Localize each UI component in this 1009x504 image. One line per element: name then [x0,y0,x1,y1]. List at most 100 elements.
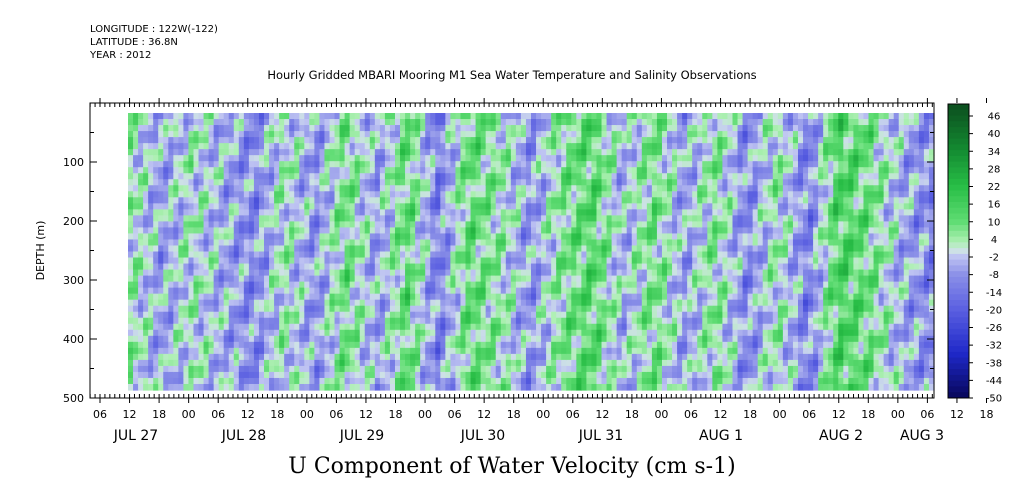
heatmap-cell [405,383,411,391]
heatmap-cell [213,179,220,186]
heatmap-cell [369,113,376,120]
heatmap-cell [168,125,174,132]
heatmap-cell [223,233,230,241]
heatmap-cell [646,317,653,325]
heatmap-cell [284,125,290,132]
heatmap-cell [475,299,482,307]
heatmap-cell [425,371,431,379]
heatmap-cell [294,227,300,235]
heatmap-cell [153,179,159,186]
heatmap-cell [566,293,572,301]
heatmap-cell [515,227,522,235]
heatmap-cell [258,155,265,162]
heatmap-cell [445,161,451,168]
heatmap-cell [163,347,169,355]
heatmap-cell [470,203,477,210]
heatmap-cell [354,305,361,313]
heatmap-cell [631,233,638,241]
heatmap-cell [359,251,366,259]
heatmap-cell [646,371,653,379]
heatmap-cell [218,137,225,144]
heatmap-cell [440,197,446,204]
heatmap-cell [510,263,517,271]
heatmap-cell [304,197,310,204]
heatmap-cell [455,377,462,385]
heatmap-cell [369,131,376,138]
heatmap-cell [616,281,623,289]
heatmap-cell [208,335,215,343]
heatmap-cell [233,119,240,126]
heatmap-cell [178,263,185,271]
heatmap-cell [193,377,200,385]
heatmap-cell [274,173,280,180]
heatmap-cell [394,239,401,247]
heatmap-cell [546,119,552,126]
heatmap-cell [178,269,185,277]
heatmap-cell [143,305,149,313]
heatmap-cell [420,251,426,259]
heatmap-cell [601,251,608,259]
heatmap-cell [294,341,300,349]
heatmap-cell [143,197,149,204]
heatmap-cell [596,257,603,265]
heatmap-cell [133,275,139,283]
heatmap-cell [405,293,411,301]
heatmap-cell [455,161,462,168]
heatmap-cell [289,365,295,373]
heatmap-cell [667,251,673,259]
heatmap-cell [203,197,210,204]
heatmap-cell [591,179,598,186]
heatmap-cell [309,245,315,253]
heatmap-cell [248,251,255,259]
heatmap-cell [440,161,446,168]
heatmap-cell [309,299,315,307]
heatmap-cell [233,209,240,216]
heatmap-cell [601,383,608,391]
heatmap-cell [138,119,144,126]
heatmap-cell [228,203,235,210]
heatmap-cell [425,317,431,325]
heatmap-cell [520,155,527,162]
heatmap-cell [289,281,295,289]
heatmap-cell [294,299,300,307]
heatmap-cell [601,299,608,307]
heatmap-cell [143,209,149,216]
heatmap-cell [536,239,542,247]
heatmap-cell [480,329,487,337]
heatmap-cell [621,329,628,337]
heatmap-cell [253,185,260,192]
heatmap-cell [354,299,361,307]
heatmap-cell [490,281,497,289]
heatmap-cell [379,293,386,301]
heatmap-cell [148,329,154,337]
heatmap-cell [269,119,275,126]
heatmap-cell [324,365,331,373]
heatmap-cell [223,347,230,355]
heatmap-cell [510,293,517,301]
heatmap-cell [556,323,562,331]
heatmap-cell [223,245,230,253]
heatmap-cell [233,143,240,150]
heatmap-cell [470,167,477,174]
heatmap-cell [279,233,285,241]
heatmap-cell [384,275,391,283]
heatmap-cell [374,299,381,307]
heatmap-cell [213,227,220,235]
heatmap-cell [410,167,416,174]
heatmap-cell [208,197,215,204]
heatmap-cell [520,359,527,367]
heatmap-cell [143,299,149,307]
heatmap-cell [460,119,467,126]
heatmap-cell [556,257,562,265]
heatmap-cell [611,167,618,174]
heatmap-cell [490,131,497,138]
heatmap-cell [188,269,195,277]
heatmap-cell [525,155,532,162]
heatmap-cell [279,161,285,168]
heatmap-cell [163,275,169,283]
heatmap-cell [248,185,255,192]
heatmap-cell [400,191,406,198]
heatmap-cell [223,203,230,210]
heatmap-cell [415,287,421,295]
heatmap-cell [168,269,174,277]
